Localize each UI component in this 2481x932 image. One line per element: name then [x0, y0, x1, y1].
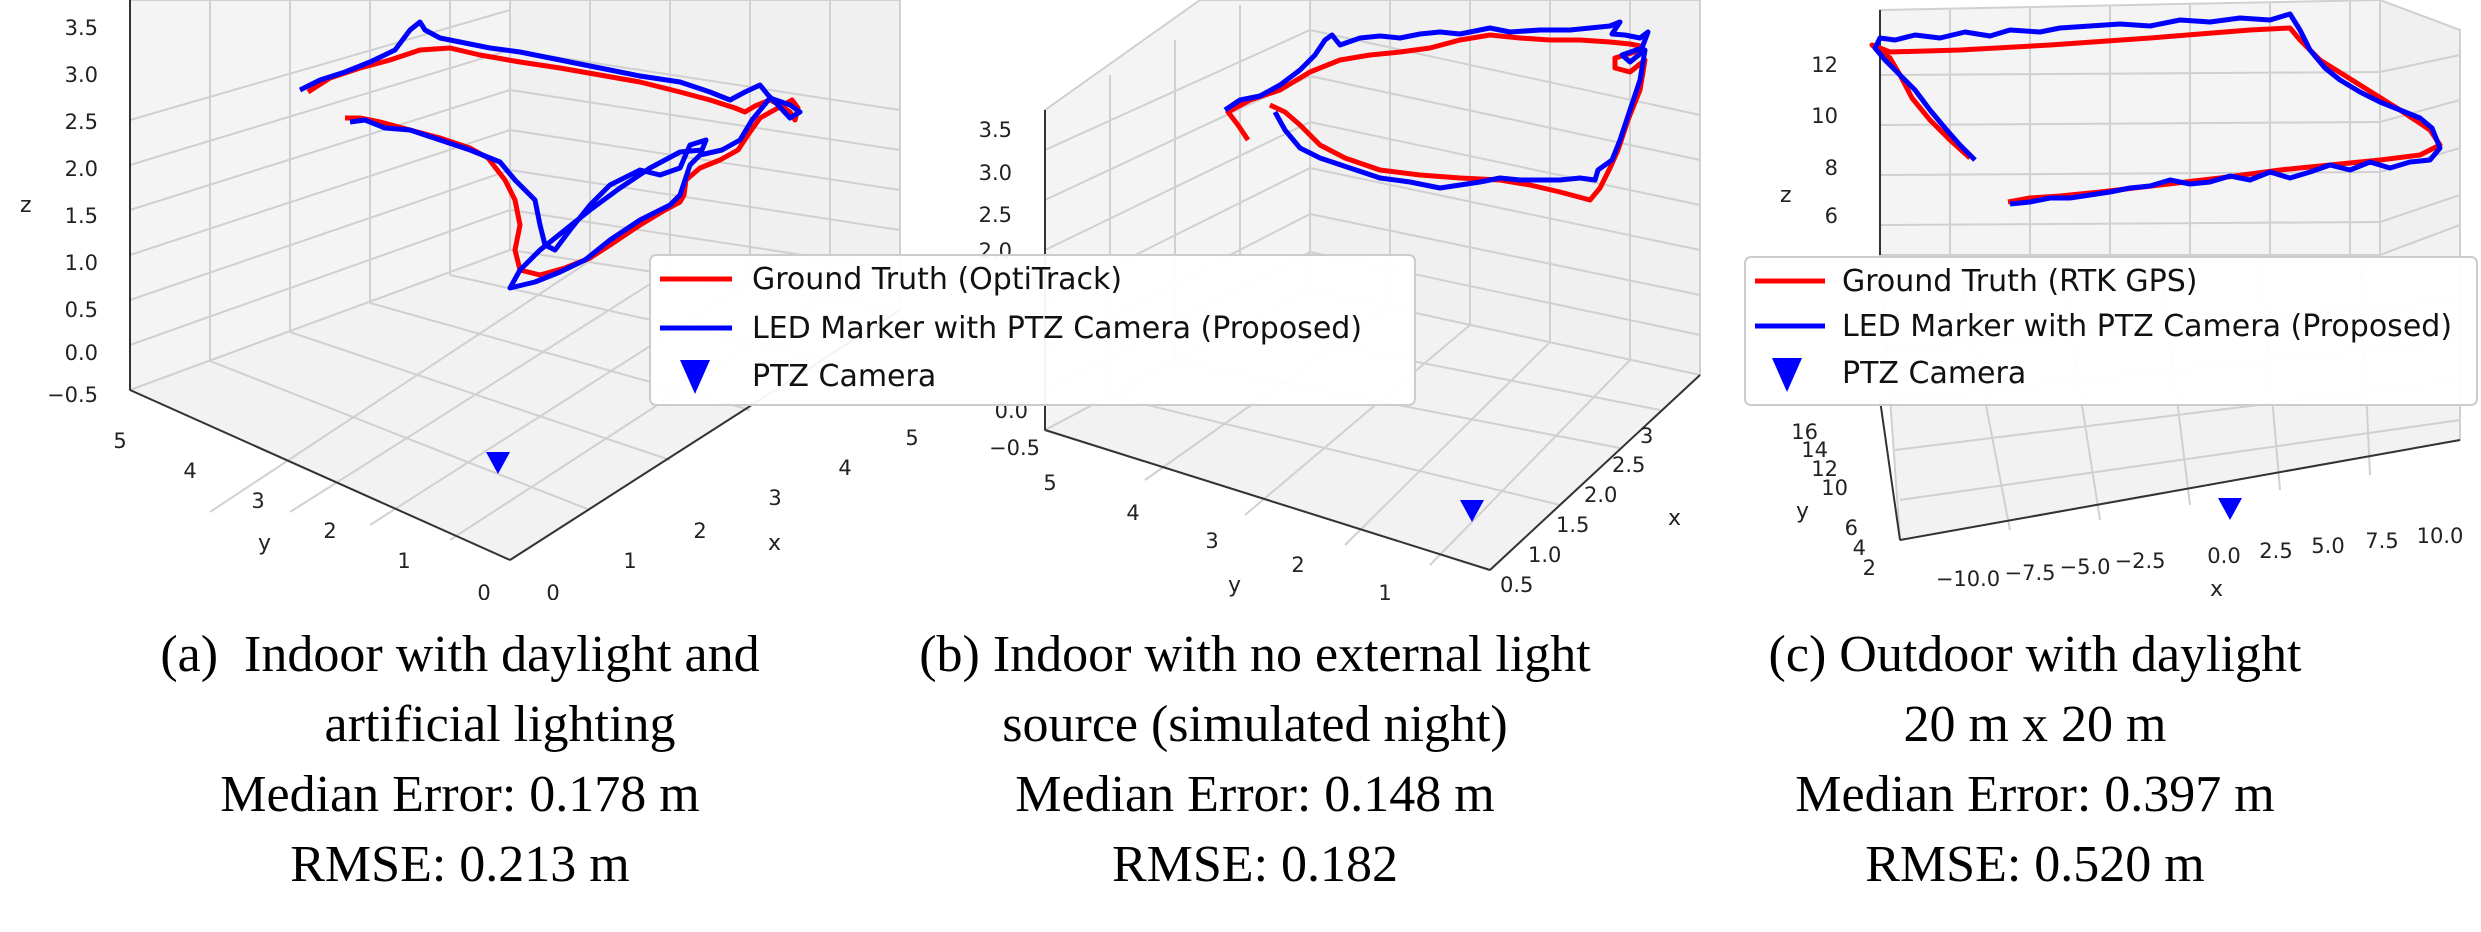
- caption-c-median-error: Median Error: 0.397 m: [1795, 766, 2275, 823]
- panel-a-y-tick: 3: [251, 489, 264, 513]
- panel-c-y-tick: 12: [1811, 457, 1838, 481]
- panel-c-z-tick: 12: [1811, 53, 1838, 77]
- legend-c-ptz-camera-label: PTZ Camera: [1842, 356, 2026, 391]
- panel-b-x-tick: 2.0: [1584, 483, 1617, 507]
- panel-b-x-tick: 2.5: [1612, 453, 1645, 477]
- panel-c-z-tick: 8: [1825, 156, 1838, 180]
- panel-a-ptz-camera-marker: [486, 452, 510, 474]
- panel-a-y-tick: 2: [323, 519, 336, 543]
- panel-c-y-tick: 10: [1821, 476, 1848, 500]
- caption-a: (a) Indoor with daylight and artificial …: [80, 620, 840, 900]
- panel-b-z-tick: 3.0: [979, 161, 1012, 185]
- panel-c-x-tick: 7.5: [2365, 529, 2398, 553]
- panel-b-x-label: x: [1668, 506, 1681, 531]
- caption-a-line: (a) Indoor with daylight and: [160, 626, 760, 683]
- panel-c-z-label: z: [1780, 183, 1792, 208]
- legend-a: Ground Truth (OptiTrack) LED Marker with…: [649, 254, 1416, 406]
- panel-a-y-label: y: [258, 531, 271, 556]
- caption-a-rmse: RMSE: 0.213 m: [290, 836, 630, 893]
- panel-b-x-tick: 1.5: [1556, 513, 1589, 537]
- panel-c-x-tick: 5.0: [2311, 534, 2344, 558]
- panel-c-y-tick: 2: [1863, 556, 1876, 580]
- panel-b-estimate-line: [1223, 19, 1651, 191]
- panel-c-estimate-line: [1872, 11, 2443, 207]
- panel-a-z-tick: 3.0: [65, 63, 98, 87]
- panel-b-y-tick: 2: [1291, 553, 1304, 577]
- panel-c-ptz-camera-marker: [2218, 498, 2242, 520]
- panel-c-x-label: x: [2210, 577, 2223, 600]
- panel-c-x-tick: −5.0: [2060, 555, 2111, 579]
- figure-panels: 3.5 3.0 2.5 2.0 1.5 1.0 0.5 0.0 −0.5 z 5…: [20, 0, 2478, 600]
- panel-b-y-label: y: [1228, 573, 1241, 598]
- caption-a-median-error: Median Error: 0.178 m: [220, 766, 700, 823]
- panel-a-y-tick: 0: [477, 581, 490, 600]
- panel-c-y-tick: 4: [1853, 536, 1866, 560]
- panel-b-x-tick: 3: [1640, 424, 1653, 448]
- panel-b-z-tick: 3.5: [979, 118, 1012, 142]
- panel-a-z-tick: 2.5: [65, 110, 98, 134]
- panel-c-y-tick: 6: [1845, 516, 1858, 540]
- panel-b-z-tick: 2.5: [979, 203, 1012, 227]
- legend-c: Ground Truth (RTK GPS) LED Marker with P…: [1744, 256, 2478, 406]
- panel-b-z-tick: −0.5: [989, 436, 1040, 460]
- panel-a-x-tick: 0: [546, 581, 559, 600]
- panel-c-y-label: y: [1796, 499, 1809, 524]
- caption-b-line: source (simulated night): [1002, 696, 1508, 753]
- panel-a-z-label: z: [20, 193, 32, 218]
- panel-a-estimate-line: [298, 19, 803, 291]
- panel-c-x-tick: 2.5: [2259, 539, 2292, 563]
- panel-b-y-tick: 5: [1043, 471, 1056, 495]
- panel-c-x-tick: 10.0: [2417, 524, 2464, 548]
- panel-b-x-tick: 1.0: [1528, 543, 1561, 567]
- panel-b-x-tick: 0.5: [1500, 573, 1533, 597]
- panel-a-y-tick: 5: [113, 429, 126, 453]
- panel-c-y-tick: 16: [1791, 420, 1818, 444]
- panel-a-z-tick: 2.0: [65, 157, 98, 181]
- panel-c-z-tick: 6: [1825, 204, 1838, 228]
- caption-c-line: 20 m x 20 m: [1903, 696, 2167, 753]
- panel-a-z-tick: 0.5: [65, 298, 98, 322]
- panel-a-x-tick: 1: [623, 549, 636, 573]
- panel-a-z-tick: 1.0: [65, 251, 98, 275]
- panel-a-x-tick: 5: [905, 426, 918, 450]
- caption-b-median-error: Median Error: 0.148 m: [1015, 766, 1495, 823]
- panel-c-x-tick: −10.0: [1936, 567, 2000, 591]
- panel-c-x-tick: −7.5: [2005, 561, 2056, 585]
- caption-c-line: (c) Outdoor with daylight: [1768, 626, 2302, 683]
- panel-b-y-tick: 4: [1126, 501, 1139, 525]
- legend-a-ptz-camera-swatch: [680, 360, 710, 394]
- panel-a-x-tick: 3: [768, 486, 781, 510]
- panel-c-x-tick: 0.0: [2207, 544, 2240, 568]
- panel-b-ptz-camera-marker: [1460, 500, 1484, 522]
- legend-a-ptz-camera-label: PTZ Camera: [752, 359, 936, 394]
- legend-c-ptz-camera-swatch: [1772, 358, 1802, 392]
- legend-a-ground-truth-label: Ground Truth (OptiTrack): [752, 262, 1122, 297]
- legend-a-estimate-label: LED Marker with PTZ Camera (Proposed): [752, 311, 1362, 346]
- caption-c: (c) Outdoor with daylight 20 m x 20 m Me…: [1655, 620, 2415, 900]
- panel-b-y-tick: 3: [1205, 529, 1218, 553]
- panel-b-ground-truth-line: [1225, 32, 1648, 203]
- caption-b-rmse: RMSE: 0.182: [1111, 836, 1399, 893]
- caption-c-rmse: RMSE: 0.520 m: [1865, 836, 2205, 893]
- caption-a-line: artificial lighting: [324, 696, 676, 753]
- panel-a-x-label: x: [768, 531, 781, 556]
- panel-a-x-tick: 4: [838, 456, 851, 480]
- caption-b-line: (b) Indoor with no external light: [919, 626, 1591, 683]
- panel-a-y-tick: 4: [183, 459, 196, 483]
- panel-c-x-tick: −2.5: [2115, 549, 2166, 573]
- panel-c-z-tick: 10: [1811, 104, 1838, 128]
- panel-a-y-tick: 1: [397, 549, 410, 573]
- panel-a-z-tick: 1.5: [65, 204, 98, 228]
- panel-c-y-tick: 14: [1801, 438, 1828, 462]
- caption-b: (b) Indoor with no external light source…: [875, 620, 1635, 900]
- panel-a-z-tick: 3.5: [65, 16, 98, 40]
- panel-a-ground-truth-line: [306, 45, 801, 278]
- legend-c-ground-truth-label: Ground Truth (RTK GPS): [1842, 264, 2197, 299]
- panel-a-z-tick: 0.0: [65, 341, 98, 365]
- panel-b-y-tick: 1: [1378, 581, 1391, 600]
- panel-a-z-tick: −0.5: [47, 383, 98, 407]
- legend-c-estimate-label: LED Marker with PTZ Camera (Proposed): [1842, 309, 2452, 344]
- panel-a-x-tick: 2: [693, 519, 706, 543]
